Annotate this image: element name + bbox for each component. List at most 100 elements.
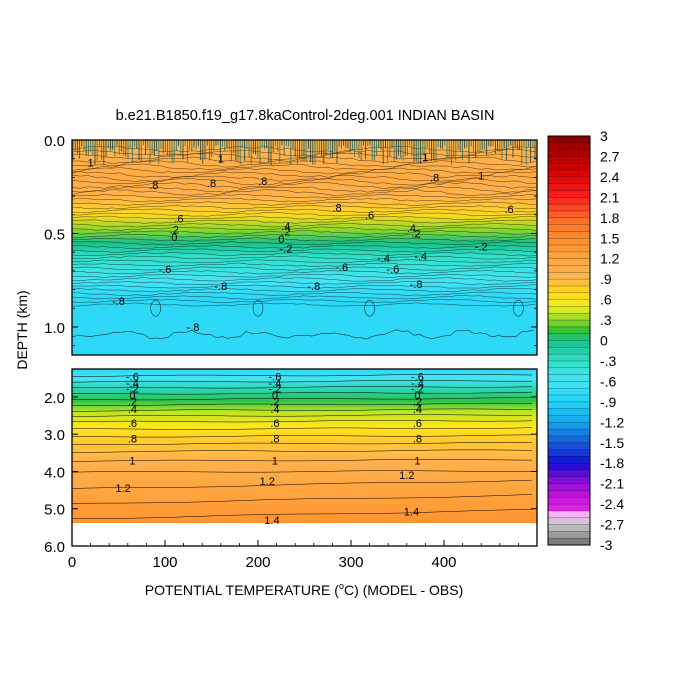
contour-line	[71, 167, 537, 175]
contour-label: -.2	[279, 243, 292, 255]
colorbar-label: 3	[600, 128, 608, 144]
contour-label: .4	[128, 404, 137, 416]
contour-line	[71, 223, 537, 228]
colorbar-frame	[547, 135, 591, 546]
colorbar-label: 1.8	[600, 210, 620, 226]
contour-line	[71, 295, 537, 300]
x-tick-label: 300	[338, 554, 363, 571]
lower-panel-frame	[71, 368, 538, 547]
colorbar-label: .3	[600, 312, 612, 328]
contour-label: -.8	[112, 296, 125, 308]
colorbar-swatch	[548, 510, 590, 519]
contour-label: 0	[171, 232, 177, 244]
contour-line	[71, 277, 537, 282]
x-axis-label-unit: C	[344, 582, 354, 598]
colorbar-swatch	[548, 190, 590, 198]
colorbar-swatch	[548, 183, 590, 191]
contour-label: .8	[128, 434, 137, 446]
colorbar-swatch	[548, 170, 590, 178]
colorbar-swatch	[548, 176, 590, 185]
contour-label: .4	[413, 404, 422, 416]
contour-label: -.2	[269, 384, 282, 396]
contour-line	[71, 442, 533, 445]
contour-label: 1	[272, 455, 278, 467]
contour-label: -.6	[386, 264, 399, 276]
contour-line	[71, 329, 535, 341]
y-tick-label: 3.0	[44, 427, 65, 444]
contour-line	[71, 427, 533, 430]
colorbar-swatch	[548, 360, 590, 369]
colorbar-swatch	[548, 483, 590, 491]
colorbar-swatch	[548, 285, 590, 294]
contour-label: .8	[413, 434, 422, 446]
colorbar-swatch	[548, 265, 590, 273]
contour-line	[71, 205, 537, 210]
upper-panel: 1 1 11.8.8.8.8.8.6.6.6.4.4.2.2.20 0-.2 -.2-.…	[44, 133, 538, 356]
colorbar-swatch	[548, 415, 590, 423]
y-tick-label: 0.0	[44, 133, 65, 150]
colorbar-swatch	[548, 333, 590, 341]
colorbar-swatch	[548, 449, 590, 457]
colorbar-swatch	[548, 149, 590, 157]
colorbar-swatch	[548, 136, 590, 144]
contour-label: .2	[170, 225, 179, 237]
contour-label: 1	[422, 152, 428, 164]
contour-line	[71, 174, 537, 182]
colorbar-label: -3	[600, 537, 613, 553]
contour-line	[71, 194, 537, 199]
contour-line	[71, 266, 537, 271]
x-axis-label: POTENTIAL TEMPERATURE (oC) (MODEL - OBS)	[145, 581, 464, 598]
colorbar-swatch	[548, 347, 590, 355]
contour-label: -.2	[411, 384, 424, 396]
contour-label: -.4	[377, 253, 390, 265]
lower-y-axis: 2.0 3.0 4.0 5.0 6.0	[44, 390, 537, 556]
degree-mark: o	[339, 581, 344, 591]
colorbar-label: 2.7	[600, 148, 620, 164]
contour-line	[71, 201, 537, 206]
colorbar-swatch	[548, 354, 590, 362]
contour-label: -.2	[475, 242, 488, 254]
contour-label: .4	[270, 404, 279, 416]
contour-line	[71, 156, 537, 164]
contour-label: 0	[414, 390, 420, 402]
contour-line	[71, 288, 537, 293]
upper-y-axis: 0.0 0.5 1.0	[44, 133, 537, 347]
lower-contour-lines	[71, 374, 533, 520]
upper-surface-noise	[72, 140, 536, 165]
contour-label: -.6	[411, 371, 424, 383]
colorbar-swatch	[548, 429, 590, 437]
colorbar-swatch	[548, 408, 590, 416]
contour-line	[71, 273, 537, 278]
contour-line	[71, 181, 537, 190]
colorbar-swatch	[548, 388, 590, 396]
colorbar-label: 1.2	[600, 251, 620, 267]
x-tick-label: 400	[431, 554, 456, 571]
contour-line	[71, 459, 532, 462]
contour-label: .6	[413, 418, 422, 430]
contour-line	[71, 226, 537, 231]
contour-label: 1.2	[116, 483, 131, 495]
contour-line	[71, 237, 537, 242]
contour-label: .6	[270, 418, 279, 430]
colorbar-label: 2.4	[600, 169, 620, 185]
contour-line	[71, 212, 537, 217]
contour-label: -.2	[126, 384, 139, 396]
contour-line	[71, 402, 533, 406]
contour-label: -.6	[126, 371, 139, 383]
colorbar-swatch	[548, 538, 590, 546]
colorbar-swatch	[548, 476, 590, 484]
contour-label: -.8	[186, 322, 199, 334]
y-tick-label: 6.0	[44, 539, 65, 556]
contour-label: -.6	[269, 371, 282, 383]
colorbar-swatch	[548, 258, 590, 266]
colorbar-label: .9	[600, 271, 612, 287]
contour-label: -.6	[159, 264, 172, 276]
contour-line	[71, 233, 536, 239]
y-axis-label: DEPTH (km)	[14, 290, 30, 369]
contour-label: -.4	[126, 378, 139, 390]
contour-label: .8	[270, 434, 279, 446]
contour-line	[252, 300, 264, 317]
chart-title: b.e21.B1850.f19_g17.8kaControl-2deg.001 …	[116, 108, 495, 124]
colorbar-swatch	[548, 490, 590, 498]
